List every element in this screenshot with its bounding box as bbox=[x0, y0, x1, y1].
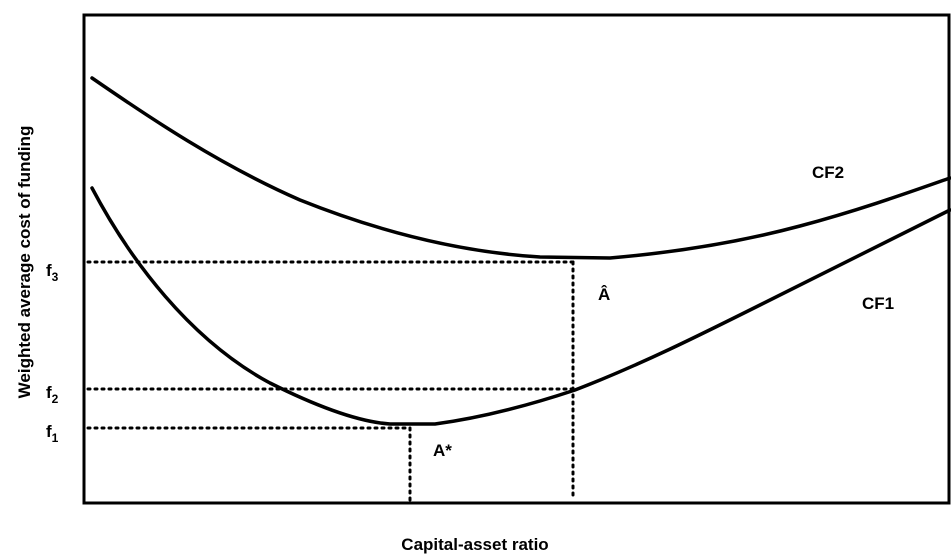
cf1-label: CF1 bbox=[862, 294, 894, 313]
a-star-label: A* bbox=[433, 441, 452, 460]
f2-label: f2 bbox=[46, 383, 59, 406]
f1-subscript: 1 bbox=[52, 431, 59, 445]
cf1-curve bbox=[90, 186, 951, 426]
a-hat-label: Â bbox=[598, 285, 610, 304]
frame bbox=[82, 13, 951, 505]
cf2-curve bbox=[90, 76, 951, 260]
x-axis-label: Capital-asset ratio bbox=[401, 535, 548, 554]
f2-symbol: f bbox=[46, 383, 52, 402]
f3-symbol: f bbox=[46, 261, 52, 280]
f1-label: f1 bbox=[46, 422, 59, 445]
y-axis-label: Weighted average cost of funding bbox=[15, 126, 34, 399]
cf2-label: CF2 bbox=[812, 163, 844, 182]
f3-subscript: 3 bbox=[52, 270, 59, 284]
f1-symbol: f bbox=[46, 422, 52, 441]
f2-subscript: 2 bbox=[52, 392, 59, 406]
f3-label: f3 bbox=[46, 261, 59, 284]
